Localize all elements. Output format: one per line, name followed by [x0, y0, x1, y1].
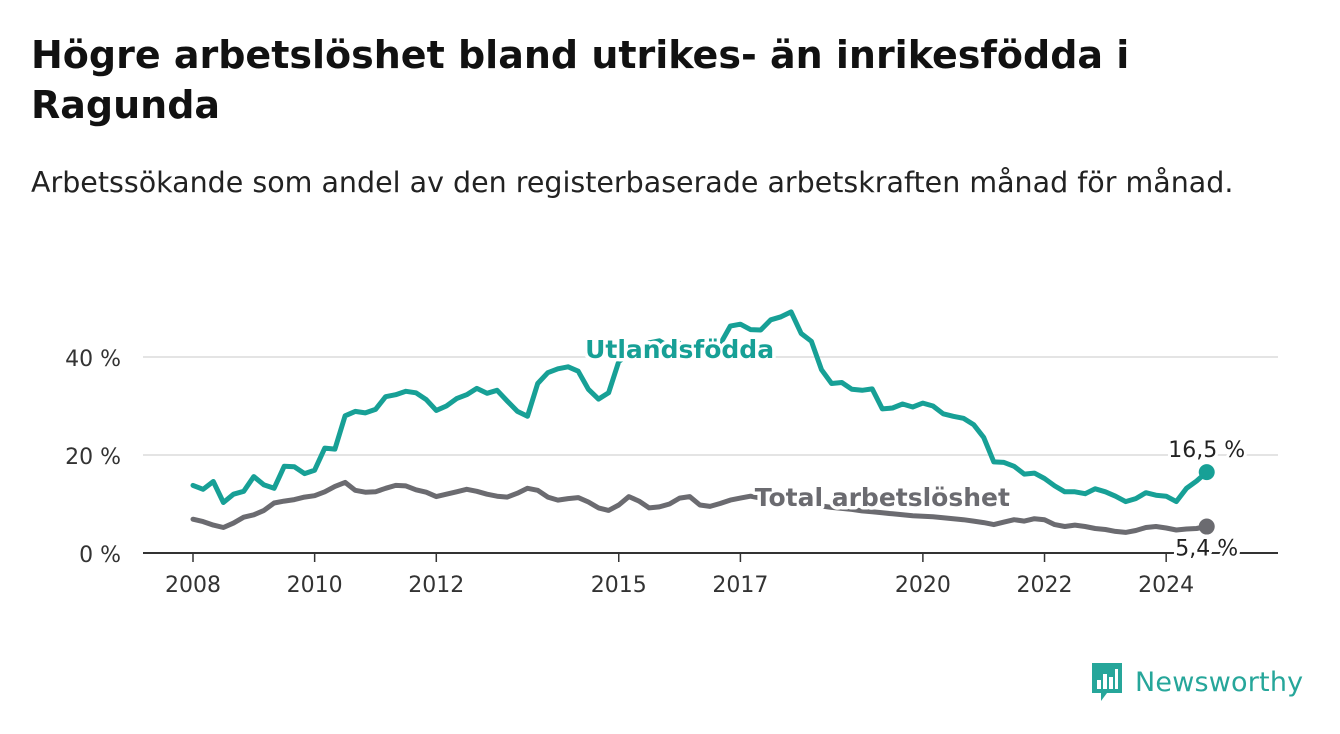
bar-chart-logo-icon [1089, 660, 1125, 704]
x-tick-label: 2010 [287, 573, 343, 598]
end-marker-0 [1199, 464, 1215, 480]
logo-text: Newsworthy [1135, 667, 1303, 698]
x-tick-label: 2024 [1138, 573, 1194, 598]
x-tick-label: 2017 [712, 573, 768, 598]
end-marker-1 [1199, 519, 1215, 535]
x-tick-label: 2012 [408, 573, 464, 598]
series-label-1: Total arbetslöshet [755, 483, 1010, 512]
y-tick-label: 40 % [65, 347, 121, 372]
y-axis: 0 % 20 % 40 % [65, 347, 121, 568]
newsworthy-logo: Newsworthy [1089, 660, 1303, 704]
series-labels: Utlandsfödda Total arbetslöshet [585, 335, 1010, 512]
end-value-label-1: 5,4 % [1175, 537, 1238, 562]
y-tick-label: 20 % [65, 445, 121, 470]
x-tick-label: 2015 [591, 573, 647, 598]
series-line-1 [193, 482, 1207, 532]
x-tick-label: 2022 [1017, 573, 1073, 598]
line-chart: 2008 2010 2012 2015 2017 2020 2022 2024 0 % 20 %… [0, 0, 1340, 640]
x-axis: 2008 2010 2012 2015 2017 2020 2022 2024 [143, 553, 1278, 598]
x-tick-label: 2020 [895, 573, 951, 598]
y-tick-label: 0 % [79, 543, 121, 568]
series-label-0: Utlandsfödda [585, 335, 774, 364]
gridlines [143, 357, 1278, 455]
x-tick-label: 2008 [165, 573, 221, 598]
end-value-label-0: 16,5 % [1168, 438, 1245, 463]
